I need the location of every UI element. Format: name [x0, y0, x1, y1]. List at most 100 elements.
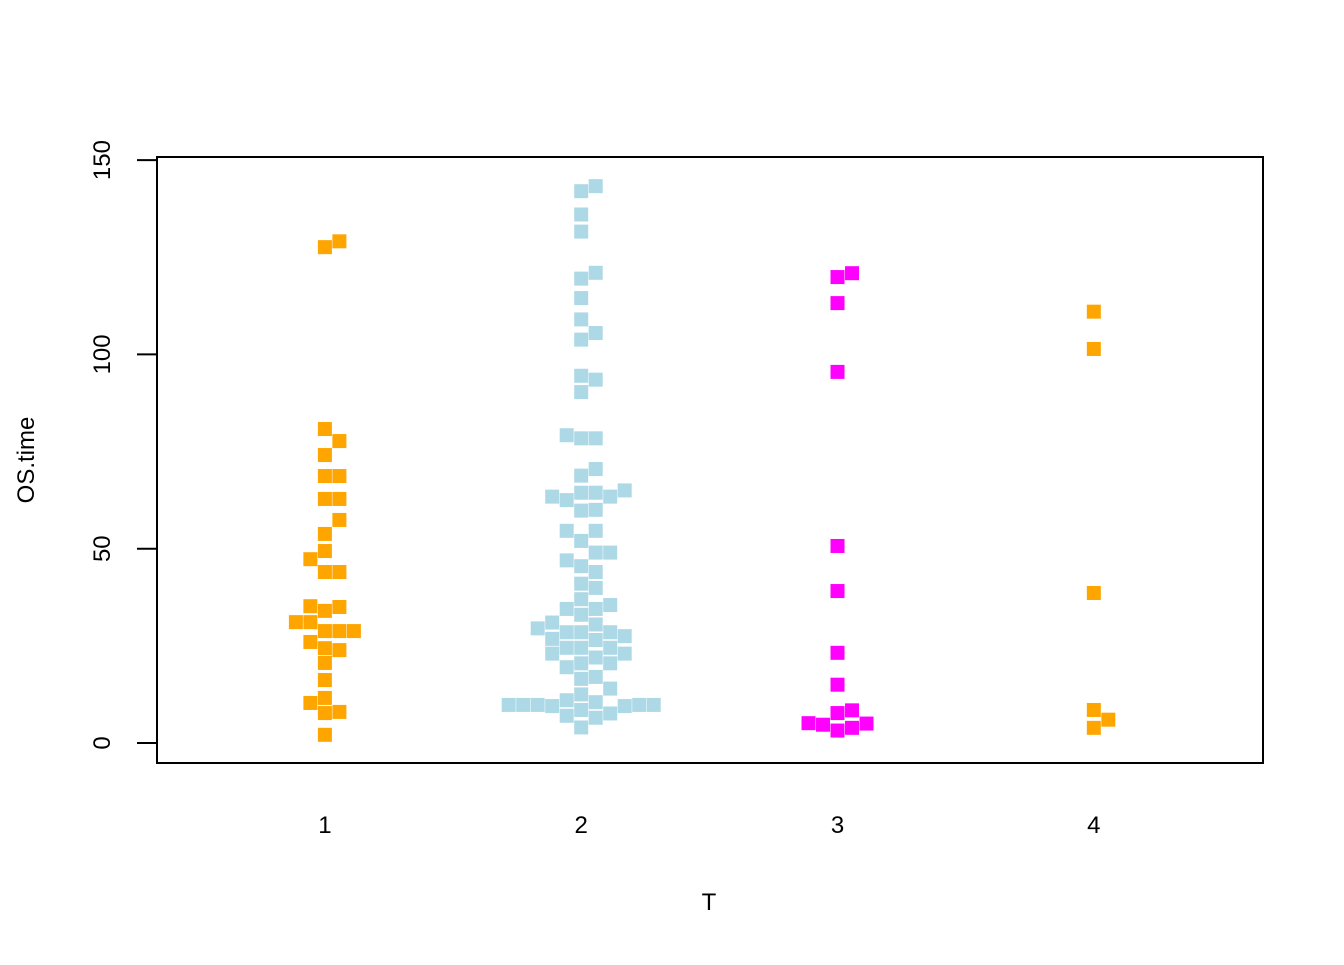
point — [317, 422, 332, 437]
point — [559, 660, 574, 675]
point — [545, 646, 560, 661]
point — [588, 431, 603, 446]
point — [317, 469, 332, 484]
point — [574, 271, 589, 286]
point — [1086, 585, 1101, 600]
point — [332, 704, 347, 719]
point — [830, 364, 845, 379]
point — [1101, 712, 1116, 727]
point — [588, 710, 603, 725]
point — [501, 697, 516, 712]
point — [845, 720, 860, 735]
point — [317, 655, 332, 670]
point — [559, 428, 574, 443]
point — [588, 669, 603, 684]
point — [574, 656, 589, 671]
point — [317, 706, 332, 721]
point — [574, 607, 589, 622]
point — [588, 633, 603, 648]
point — [574, 368, 589, 383]
point — [588, 179, 603, 194]
plot-box — [156, 156, 1264, 764]
point — [816, 717, 831, 732]
point — [317, 690, 332, 705]
point — [603, 545, 618, 560]
point — [574, 312, 589, 327]
point — [801, 716, 816, 731]
x-tick-label: 3 — [831, 812, 844, 839]
point — [588, 326, 603, 341]
x-tick-label: 2 — [575, 812, 588, 839]
point — [574, 184, 589, 199]
point — [303, 695, 318, 710]
point — [559, 693, 574, 708]
point — [288, 615, 303, 630]
y-tick-label: 150 — [89, 140, 116, 180]
point — [574, 559, 589, 574]
point — [1086, 720, 1101, 735]
x-axis-title: T — [702, 889, 717, 916]
point — [830, 677, 845, 692]
point — [332, 565, 347, 580]
point — [646, 697, 661, 712]
point — [559, 601, 574, 616]
point — [574, 702, 589, 717]
point — [574, 207, 589, 222]
point — [545, 615, 560, 630]
point — [332, 234, 347, 249]
point — [530, 621, 545, 636]
point — [574, 468, 589, 483]
point — [588, 545, 603, 560]
point — [1086, 304, 1101, 319]
point — [303, 552, 318, 567]
point — [588, 695, 603, 710]
point — [332, 434, 347, 449]
point — [303, 634, 318, 649]
point — [830, 296, 845, 311]
y-tick-label: 100 — [89, 334, 116, 374]
point — [574, 224, 589, 239]
point — [632, 697, 647, 712]
point — [830, 584, 845, 599]
point — [1086, 341, 1101, 356]
point — [588, 523, 603, 538]
point — [545, 631, 560, 646]
point — [559, 553, 574, 568]
point — [603, 489, 618, 504]
point — [603, 656, 618, 671]
point — [830, 270, 845, 285]
point — [545, 699, 560, 714]
point — [830, 706, 845, 721]
point — [317, 603, 332, 618]
x-tick-label: 1 — [318, 812, 331, 839]
point — [574, 485, 589, 500]
point — [617, 699, 632, 714]
point — [317, 240, 332, 255]
point — [317, 565, 332, 580]
y-axis-title: OS.time — [13, 417, 40, 504]
point — [574, 576, 589, 591]
point — [574, 533, 589, 548]
point — [346, 624, 361, 639]
point — [530, 697, 545, 712]
point — [830, 645, 845, 660]
point — [588, 565, 603, 580]
point — [317, 641, 332, 656]
point — [574, 640, 589, 655]
y-tick-label: 0 — [89, 736, 116, 749]
point — [588, 580, 603, 595]
point — [603, 706, 618, 721]
point — [603, 681, 618, 696]
point — [332, 624, 347, 639]
point — [559, 523, 574, 538]
point — [317, 448, 332, 463]
point — [574, 431, 589, 446]
point — [574, 385, 589, 400]
point — [845, 266, 860, 281]
point — [317, 727, 332, 742]
point — [303, 599, 318, 614]
point — [574, 625, 589, 640]
point — [574, 720, 589, 735]
point — [317, 544, 332, 559]
